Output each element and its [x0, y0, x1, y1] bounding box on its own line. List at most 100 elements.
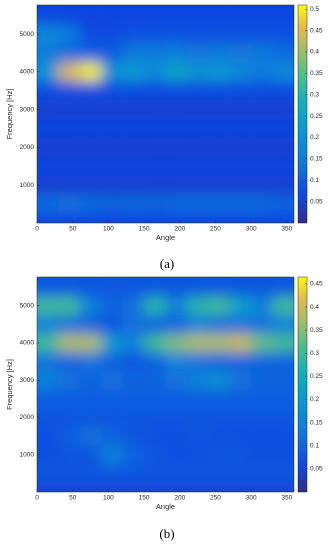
heatmap-cell [122, 194, 145, 214]
heatmap-cell [101, 389, 123, 409]
heatmap-cell [144, 464, 166, 483]
heatmap-cell [144, 100, 166, 120]
heatmap-cell [229, 352, 252, 371]
heatmap-cell [101, 445, 123, 465]
colorbar [297, 276, 308, 493]
y-tick-label: 1000 [20, 182, 35, 189]
colorbar-tick-label: 0.2 [310, 134, 319, 141]
heatmap-cell [208, 137, 230, 157]
heatmap-cell [122, 464, 145, 483]
heatmap-cell [165, 426, 187, 446]
heatmap-cell [272, 408, 294, 427]
heatmap-cell [165, 445, 187, 465]
heatmap-cell [208, 175, 230, 195]
heatmap-cell [186, 62, 209, 82]
heatmap-cell [58, 62, 80, 82]
heatmap-cell [144, 315, 166, 334]
heatmap-cell [208, 408, 230, 427]
x-tick-label: 200 [174, 226, 185, 233]
heatmap-cell [101, 352, 123, 371]
heatmap-cell [37, 408, 59, 427]
colorbar-tick-label: 0.45 [310, 27, 323, 34]
heatmap-cell [58, 464, 80, 483]
heatmap-cells [37, 5, 294, 223]
heatmap-cell [272, 62, 294, 82]
heatmap-cell [144, 175, 166, 195]
heatmap-cell [79, 194, 102, 214]
heatmap-cell [58, 426, 80, 446]
heatmap-cell [122, 333, 145, 353]
heatmap-cell [186, 333, 209, 353]
colorbar-tick-label: 0.25 [310, 373, 323, 380]
heatmap-cell [272, 5, 294, 25]
heatmap-cell [37, 315, 59, 334]
heatmap-cell [37, 156, 59, 176]
heatmap-cell [208, 389, 230, 409]
heatmap-cell [37, 194, 59, 214]
heatmap-cell [144, 194, 166, 214]
heatmap-cell [101, 119, 123, 138]
heatmap-cell [165, 194, 187, 214]
heatmap-cell [165, 352, 187, 371]
heatmap-cell [79, 315, 102, 334]
heatmap-cell [165, 43, 187, 63]
heatmap-cell [186, 370, 209, 390]
heatmap-cell [58, 333, 80, 353]
heatmap-cell [79, 296, 102, 316]
colorbar-tick-label: 0.45 [310, 281, 323, 288]
heatmap-cell [208, 426, 230, 446]
heatmap-cell [208, 370, 230, 390]
heatmap-cell [37, 333, 59, 353]
heatmap-cell [251, 389, 273, 409]
heatmap-cell [58, 315, 80, 334]
heatmap-cell [79, 482, 102, 492]
heatmap-cell [79, 81, 102, 101]
heatmap-cell [79, 464, 102, 483]
heatmap-cells [37, 277, 294, 492]
heatmap-cell [101, 296, 123, 316]
colorbar-tick-label: 0.05 [310, 198, 323, 205]
heatmap-cell [79, 156, 102, 176]
heatmap-cell [37, 370, 59, 390]
heatmap-cell [37, 24, 59, 44]
heatmap-cell [101, 175, 123, 195]
heatmap-cell [186, 408, 209, 427]
heatmap-cell [101, 100, 123, 120]
heatmap-cell [58, 277, 80, 297]
heatmap-cell [186, 194, 209, 214]
heatmap-cell [79, 62, 102, 82]
heatmap-cell [144, 296, 166, 316]
heatmap-cell [272, 137, 294, 157]
heatmap-cell [79, 408, 102, 427]
heatmap-cell [144, 213, 166, 223]
heatmap-cell [79, 370, 102, 390]
heatmap-cell [101, 137, 123, 157]
heatmap-cell [122, 445, 145, 465]
heatmap-cell [186, 100, 209, 120]
heatmap-cell [186, 137, 209, 157]
heatmap-cell [165, 482, 187, 492]
heatmap-cell [122, 315, 145, 334]
heatmap-cell [208, 5, 230, 25]
heatmap-cell [229, 81, 252, 101]
heatmap-cell [144, 333, 166, 353]
heatmap-cell [122, 389, 145, 409]
heatmap-cell [37, 62, 59, 82]
x-tick-label: 100 [103, 226, 114, 233]
heatmap-cell [186, 464, 209, 483]
heatmap-cell [122, 426, 145, 446]
heatmap-cell [58, 352, 80, 371]
heatmap-cell [272, 464, 294, 483]
heatmap-cell [101, 43, 123, 63]
x-axis-label: Angle [156, 502, 175, 511]
heatmap-cell [122, 24, 145, 44]
heatmap-cell [58, 43, 80, 63]
colorbar-tick-label: 0.05 [310, 466, 323, 473]
colorbar-tick-label: 0.4 [310, 49, 319, 56]
heatmap-cell [186, 156, 209, 176]
heatmap-cell [229, 43, 252, 63]
heatmap-cell [165, 24, 187, 44]
y-tick-label: 2000 [20, 414, 35, 421]
heatmap-cell [58, 389, 80, 409]
